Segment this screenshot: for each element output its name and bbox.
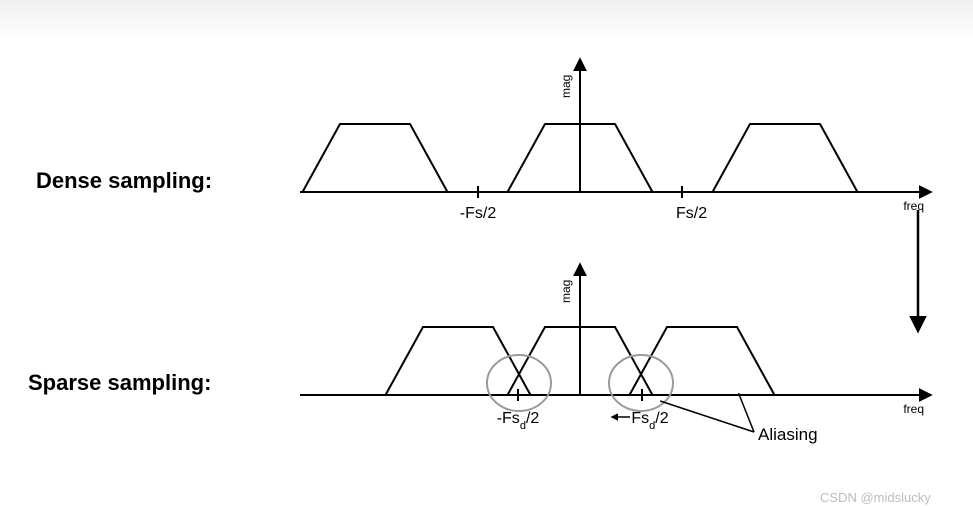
svg-text:freq: freq: [903, 402, 924, 416]
svg-text:Fs/2: Fs/2: [676, 205, 707, 222]
svg-text:Fsd/2: Fsd/2: [631, 410, 668, 432]
axis-label-mag: mag: [559, 280, 573, 303]
svg-text:freq: freq: [903, 199, 924, 213]
svg-text:Aliasing: Aliasing: [758, 425, 818, 444]
aliasing-ellipse: [487, 355, 551, 411]
svg-text:-Fsd/2: -Fsd/2: [497, 410, 540, 432]
axis-label-mag: mag: [559, 75, 573, 98]
sampling-diagram: mag freq -Fs/2 Fs/2 mag freq -Fsd/2 Fsd/2 Aliasi…: [0, 0, 973, 506]
svg-text:-Fs/2: -Fs/2: [460, 205, 497, 222]
